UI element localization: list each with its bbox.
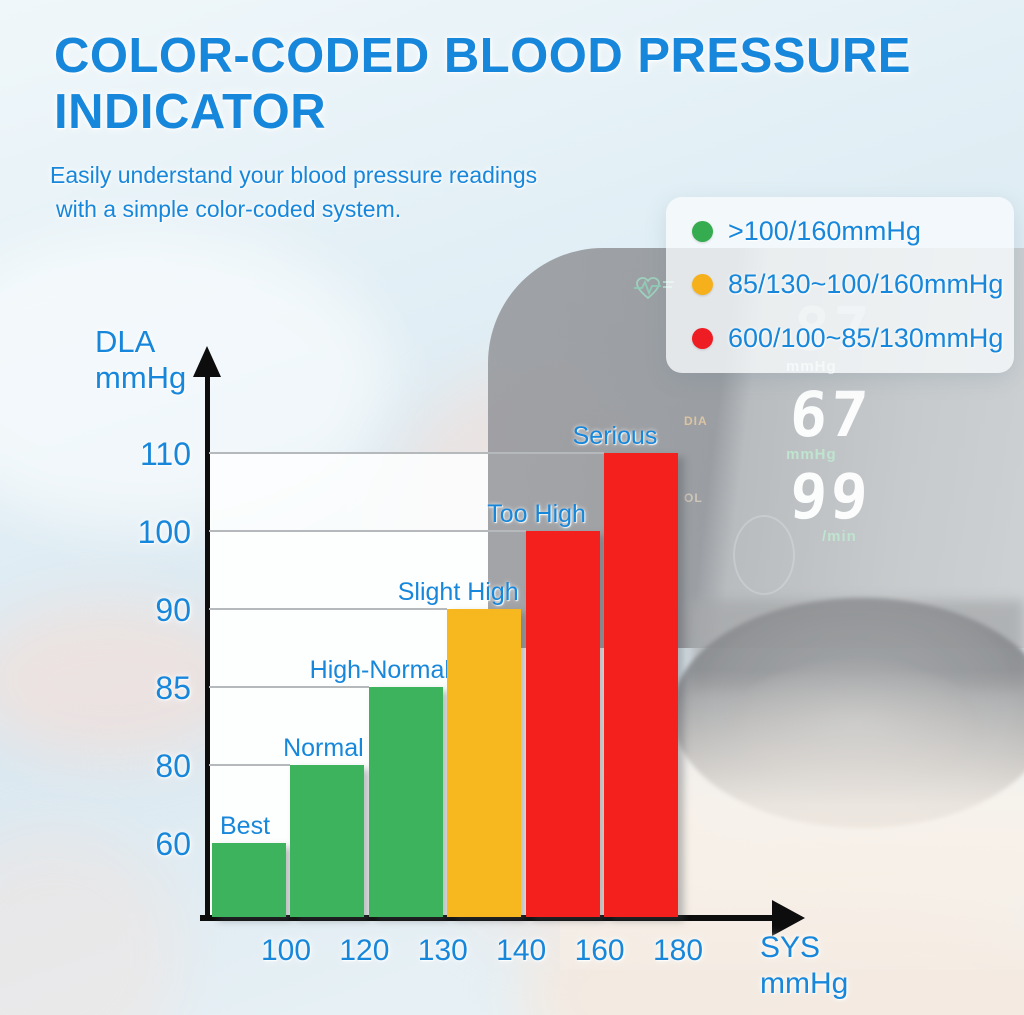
bar-label: Slight High — [397, 578, 519, 606]
y-axis-arrow-icon — [193, 346, 221, 377]
y-axis-label: DLA mmHg — [95, 324, 187, 395]
display-pulse-unit: /min — [822, 528, 857, 545]
y-tick-label: 85 — [155, 670, 191, 706]
legend-item: 600/100~85/130mmHg — [666, 323, 1014, 354]
gridline-110 — [209, 452, 604, 454]
bar-high-normal — [368, 687, 443, 917]
x-tick-label: 140 — [496, 934, 547, 967]
gridline-80 — [209, 764, 291, 766]
x-axis-arrow-icon — [772, 900, 805, 936]
bar-best — [212, 843, 286, 917]
bar-normal — [290, 765, 365, 917]
x-tick-label: 130 — [417, 934, 468, 967]
legend-item: 85/130~100/160mmHg — [666, 269, 1014, 300]
device-button — [733, 515, 795, 595]
x-tick-label: 120 — [339, 934, 390, 967]
display-dia-label: DIA — [684, 414, 708, 428]
bar-label: Normal — [283, 734, 364, 762]
gridline-85 — [209, 686, 369, 688]
x-tick-label: 100 — [260, 934, 312, 967]
x-axis-label: SYS mmHg — [760, 931, 849, 1000]
legend-item: >100/160mmHg — [666, 216, 1014, 247]
legend-item-label: 85/130~100/160mmHg — [728, 269, 1004, 300]
x-tick-label: 160 — [574, 934, 625, 967]
legend-dot-yellow — [692, 274, 713, 296]
bar-label: Serious — [572, 422, 658, 450]
display-dia-unit: mmHg — [786, 446, 837, 463]
x-axis — [200, 915, 774, 921]
display-secondary-label: OL — [684, 491, 703, 505]
y-tick-label: 110 — [139, 436, 191, 472]
legend-dot-green — [692, 221, 713, 243]
bar-too-high — [525, 531, 600, 917]
y-tick-label: 80 — [155, 748, 191, 784]
bar-label: Too High — [487, 500, 586, 528]
legend-item-label: 600/100~85/130mmHg — [728, 322, 1004, 353]
legend-panel: >100/160mmHg 85/130~100/160mmHg 600/100~85… — [666, 197, 1014, 373]
bar-label: Best — [219, 812, 271, 840]
y-tick-label: 90 — [155, 592, 191, 628]
legend-dot-red — [692, 327, 713, 349]
bar-slight-high — [447, 609, 522, 917]
gridline-90 — [209, 608, 448, 610]
gridline-100 — [209, 530, 526, 532]
y-axis — [205, 360, 210, 921]
y-tick-label: 60 — [155, 826, 191, 862]
bar-label: High-Normal — [309, 656, 450, 684]
x-tick-label: 180 — [652, 934, 704, 967]
legend-item-label: >100/160mmHg — [728, 216, 921, 247]
y-tick-label: 100 — [137, 514, 191, 550]
bar-serious — [604, 453, 678, 917]
